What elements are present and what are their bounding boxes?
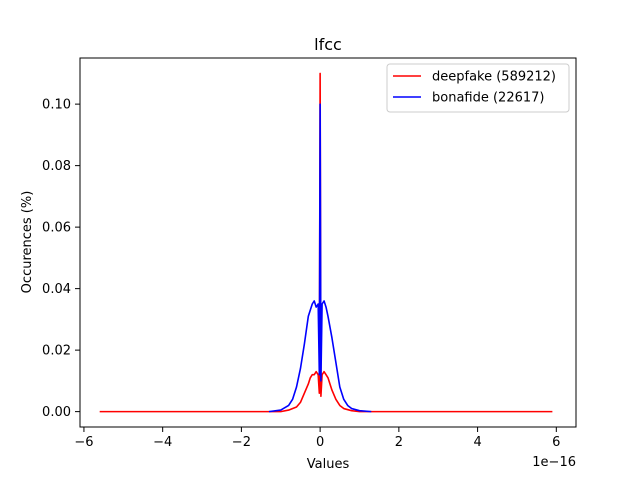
x-axis-label: Values	[307, 457, 350, 472]
x-tick-label: −6	[74, 435, 93, 450]
legend: deepfake (589212) bonafide (22617)	[386, 63, 570, 113]
y-axis-ticks: 0.00 0.02 0.04 0.06 0.08 0.10	[42, 98, 80, 420]
x-tick-label: −2	[232, 435, 251, 450]
y-tick-label: 0.04	[42, 282, 71, 297]
y-tick-label: 0.10	[42, 98, 71, 113]
x-tick-label: −4	[153, 435, 172, 450]
series-line-0	[99, 72, 553, 413]
x-tick-label: 6	[552, 435, 560, 450]
legend-label-1: bonafide (22617)	[432, 91, 544, 106]
legend-label-0: deepfake (589212)	[432, 70, 556, 85]
plot-lines	[99, 72, 553, 413]
x-tick-label: 4	[473, 435, 481, 450]
y-tick-label: 0.02	[42, 344, 71, 359]
x-axis-offset-label: 1e−16	[532, 455, 576, 470]
x-tick-label: 2	[395, 435, 403, 450]
y-tick-label: 0.00	[42, 405, 71, 420]
chart-title: lfcc	[314, 35, 342, 54]
y-axis-label: Occurences (%)	[20, 191, 35, 294]
y-tick-label: 0.08	[42, 159, 71, 174]
x-axis-ticks: −6 −4 −2 0 2 4 6	[74, 427, 560, 450]
series-line-1	[268, 103, 372, 413]
plot-frame	[79, 57, 577, 428]
x-tick-label: 0	[316, 435, 324, 450]
legend-box	[386, 63, 570, 113]
y-tick-label: 0.06	[42, 221, 71, 236]
